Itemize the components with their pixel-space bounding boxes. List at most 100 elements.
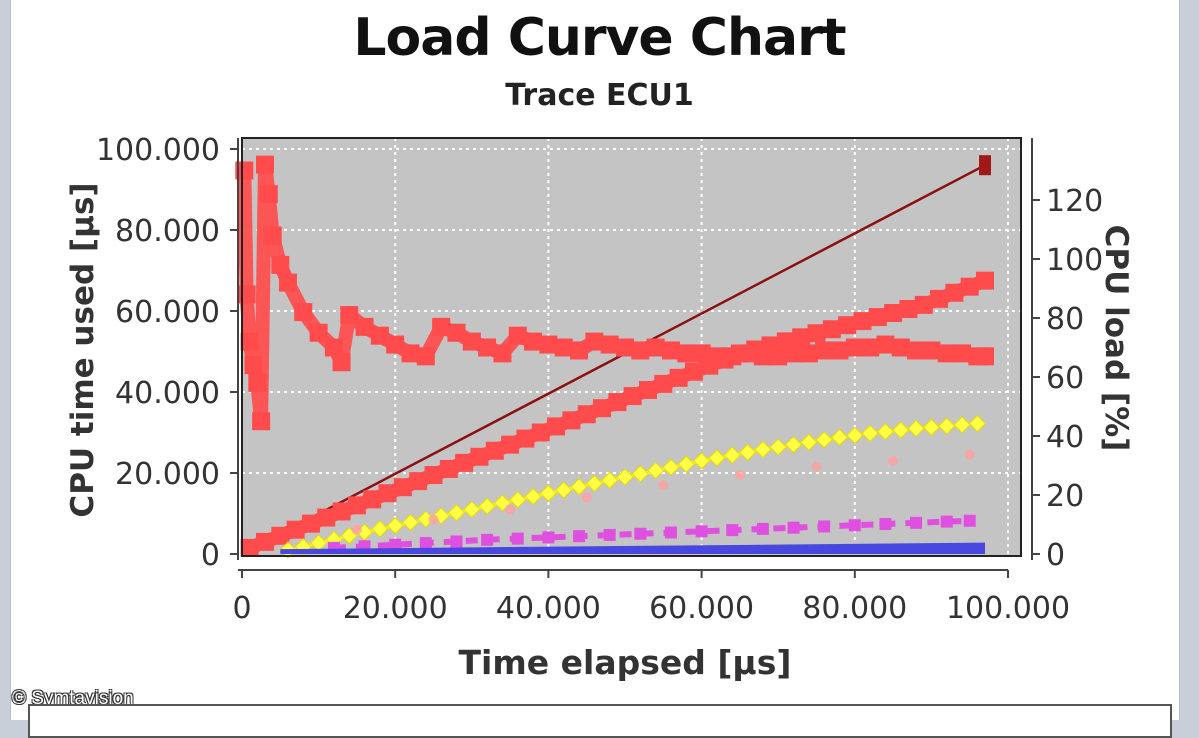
y2-tick-label: 100: [1046, 243, 1103, 278]
data-point: [562, 411, 581, 430]
data-point: [347, 496, 366, 515]
data-point: [424, 466, 443, 485]
data-point: [937, 344, 956, 363]
data-point: [907, 419, 925, 438]
y2-tick-label: 40: [1046, 420, 1084, 455]
data-point: [800, 433, 818, 451]
data-point: [776, 332, 795, 351]
data-point: [738, 443, 757, 462]
data-point: [401, 344, 420, 363]
y-tick-label: 20.000: [115, 457, 220, 492]
series-4: [351, 449, 975, 535]
data-point: [815, 341, 834, 360]
data-point: [255, 155, 274, 174]
series-0: [241, 155, 992, 556]
diagonal-line: [241, 164, 986, 556]
x-tick-label: 0: [232, 591, 251, 626]
data-point: [708, 449, 726, 467]
data-point: [976, 347, 995, 366]
data-point: [248, 373, 267, 392]
data-point: [447, 323, 466, 342]
data-point: [830, 341, 849, 360]
y2-tick-label: 120: [1046, 184, 1103, 219]
data-point: [317, 508, 336, 527]
y2-axis-label: CPU load [%]: [1098, 225, 1134, 452]
data-point: [351, 524, 362, 535]
data-point: [677, 344, 696, 363]
data-point: [815, 431, 833, 449]
data-point: [416, 347, 435, 366]
data-point: [677, 455, 695, 473]
chart-subtitle: Trace ECU1: [505, 78, 694, 113]
data-point: [577, 405, 596, 424]
data-point: [734, 470, 745, 481]
data-point: [963, 514, 976, 527]
data-point: [554, 338, 573, 357]
x-tick-label: 100.000: [946, 591, 1070, 626]
data-point: [811, 461, 822, 472]
data-point: [585, 474, 604, 493]
y2-tick-label: 0: [1046, 538, 1065, 573]
y2-tick-label: 80: [1046, 302, 1084, 337]
data-point: [631, 465, 650, 483]
data-point: [646, 461, 665, 480]
data-point: [419, 537, 432, 550]
data-point: [730, 344, 749, 363]
data-point: [301, 514, 320, 533]
data-point: [922, 418, 941, 436]
data-point: [603, 528, 616, 541]
data-point: [240, 332, 259, 351]
series-layer: [235, 155, 995, 559]
data-point: [726, 524, 739, 537]
plot-border: [241, 137, 1022, 557]
data-point: [294, 303, 313, 322]
line-end-marker: [979, 155, 992, 176]
data-point: [723, 446, 741, 464]
data-point: [907, 341, 926, 360]
y-tick-label: 0: [201, 538, 220, 573]
copyright-credit: © Symtavision: [12, 688, 134, 709]
data-point: [531, 423, 550, 442]
data-point: [478, 338, 497, 357]
data-point: [501, 435, 520, 454]
data-point: [868, 308, 887, 327]
data-point: [240, 538, 259, 557]
data-point: [585, 332, 604, 351]
data-point: [493, 344, 512, 363]
axes: 0 20.000 40.000 60.000 80.000 100.000 0 20.000 4…: [96, 133, 1103, 626]
data-point: [876, 335, 895, 354]
data-point: [324, 338, 343, 357]
data-point: [462, 332, 481, 351]
data-point: [884, 304, 903, 323]
data-point: [524, 487, 542, 506]
data-point: [848, 519, 861, 532]
data-point: [684, 362, 703, 381]
series-3: [279, 414, 987, 559]
data-point: [953, 416, 971, 434]
data-point: [715, 350, 734, 369]
data-point: [616, 338, 634, 357]
data-point: [892, 421, 910, 439]
data-point: [964, 449, 975, 460]
data-point: [631, 341, 650, 360]
data-point: [573, 530, 586, 543]
data-point: [646, 338, 665, 357]
data-point: [761, 336, 780, 355]
data-point: [914, 295, 933, 314]
data-point: [945, 283, 964, 302]
data-point: [830, 428, 849, 447]
data-point: [938, 417, 956, 435]
data-point: [340, 306, 359, 325]
data-point: [450, 535, 463, 548]
magenta-series-line: [333, 517, 970, 551]
data-point: [401, 513, 420, 532]
data-point: [516, 429, 535, 448]
data-point: [658, 480, 669, 491]
data-point: [700, 356, 719, 375]
data-point: [784, 435, 803, 454]
data-point: [481, 533, 494, 546]
data-point: [332, 353, 351, 372]
data-point: [754, 440, 772, 459]
data-point: [355, 317, 374, 336]
data-point: [769, 438, 787, 456]
